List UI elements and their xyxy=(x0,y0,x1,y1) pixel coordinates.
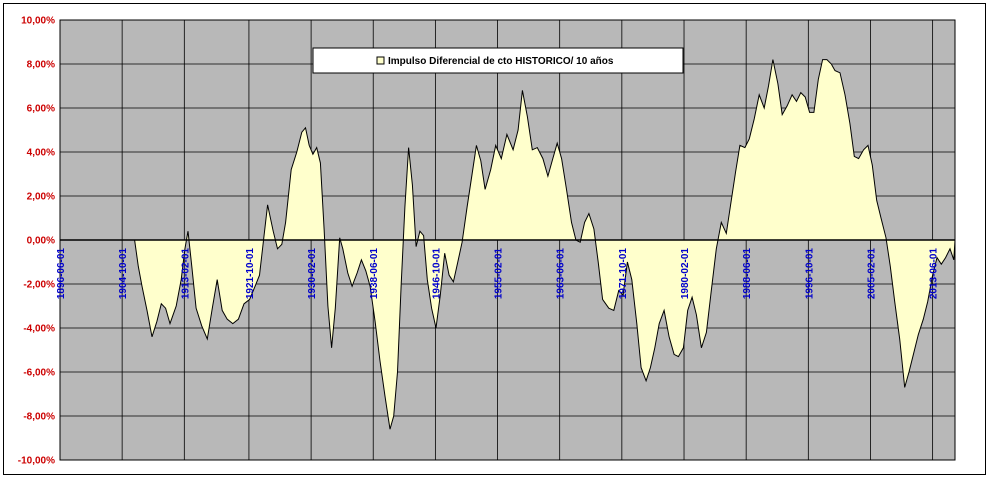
y-tick-label: -4,00% xyxy=(23,324,55,335)
series-area xyxy=(134,59,956,430)
plot-border xyxy=(59,19,956,461)
series-line xyxy=(134,59,956,430)
x-tick-label: 1913-02-01 xyxy=(180,248,191,300)
y-axis-ticks: 10,00% 8,00% 6,00% 4,00% 2,00% 0,00% -2,00% -4,… xyxy=(18,16,55,467)
x-tick-label: 2005-02-01 xyxy=(867,248,878,300)
y-tick-label: -2,00% xyxy=(23,280,55,291)
x-tick-label: 1921-10-01 xyxy=(245,248,256,300)
x-tick-label: 1955-02-01 xyxy=(494,248,505,300)
x-axis-ticks: 1896-06-01 1904-10-01 1913-02-01 1921-10-01… xyxy=(56,248,940,300)
y-tick-label: 4,00% xyxy=(27,148,55,159)
area-chart: 10,00% 8,00% 6,00% 4,00% 2,00% 0,00% -2,00% -4,… xyxy=(18,16,956,467)
y-tick-label: -8,00% xyxy=(23,412,55,423)
chart-frame: 10,00% 8,00% 6,00% 4,00% 2,00% 0,00% -2,00% -4,… xyxy=(3,3,986,475)
x-tick-label: 1904-10-01 xyxy=(118,248,129,300)
x-tick-label: 1971-10-01 xyxy=(618,248,629,300)
x-tick-label: 1996-10-01 xyxy=(804,248,815,300)
legend: Impulso Diferencial de cto HISTORICO/ 10… xyxy=(312,47,684,74)
legend-swatch xyxy=(376,56,385,65)
y-tick-label: 8,00% xyxy=(27,60,55,71)
x-tick-label: 2013-06-01 xyxy=(929,248,940,300)
y-tick-label: -10,00% xyxy=(18,456,55,467)
legend-label: Impulso Diferencial de cto HISTORICO/ 10… xyxy=(388,56,614,67)
x-tick-label: 1946-10-01 xyxy=(431,248,442,300)
legend-box xyxy=(312,47,684,74)
y-tick-label: -6,00% xyxy=(23,368,55,379)
x-tick-label: 1988-06-01 xyxy=(742,248,753,300)
y-tick-label: 2,00% xyxy=(27,192,55,203)
x-tick-label: 1930-02-01 xyxy=(307,248,318,300)
x-tick-label: 1980-02-01 xyxy=(680,248,691,300)
x-tick-label: 1963-06-01 xyxy=(556,248,567,300)
y-tick-label: 0,00% xyxy=(27,236,55,247)
y-tick-label: 10,00% xyxy=(21,16,55,27)
y-tick-label: 6,00% xyxy=(27,104,55,115)
x-tick-label: 1896-06-01 xyxy=(56,248,67,300)
x-tick-label: 1938-06-01 xyxy=(369,248,380,300)
